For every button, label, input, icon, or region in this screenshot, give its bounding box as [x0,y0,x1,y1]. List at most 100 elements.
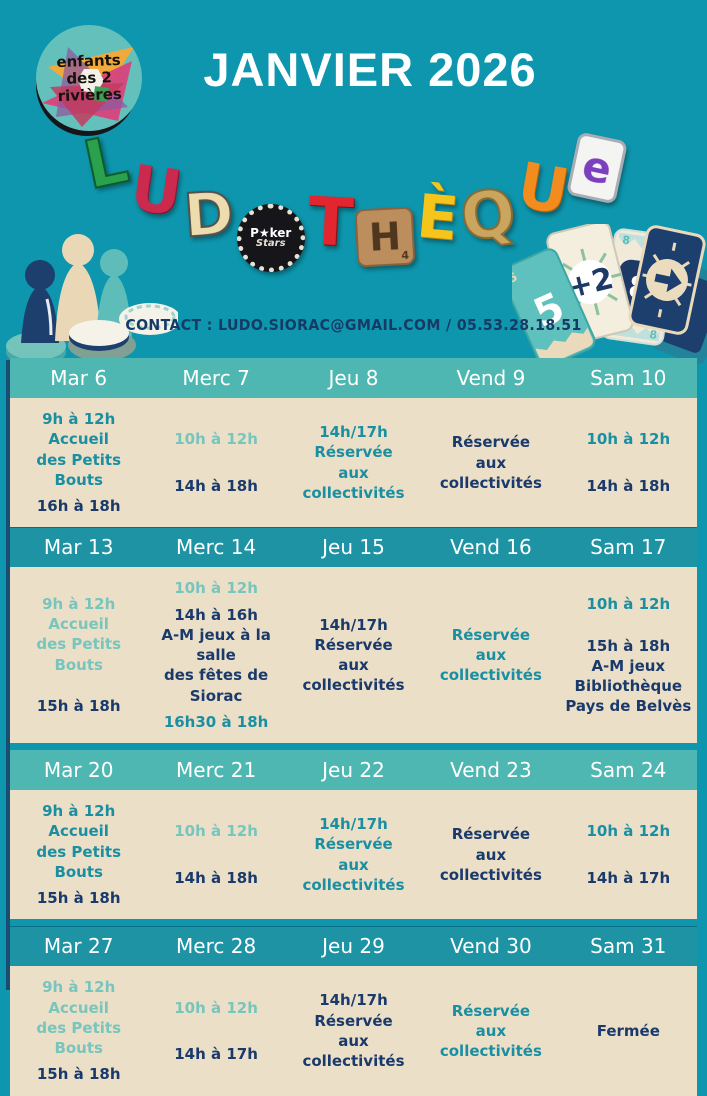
page-title: JANVIER 2026 [203,43,537,96]
schedule-cell-sam-31: Fermée [560,966,697,1095]
day-header-jeu-8: Jeu 8 [328,366,379,390]
day-header-merc-7: Merc 7 [182,366,250,390]
poker-chip-label: P★ker [250,226,292,240]
schedule-entry: 15h à 18h [36,889,121,907]
schedule-cell-vend-23: Réservée aux collectivités [422,790,559,919]
schedule-entry: 14h à 17h [174,1045,258,1063]
schedule-entry: 10h à 12h [174,822,258,841]
calendar-left-edge [6,360,10,990]
schedule-entry: 10h à 12h [174,998,258,1017]
schedule-cell-mar-6: 9h à 12h Accueil des Petits Bouts 16h à 1… [10,398,147,527]
schedule-entry: 9h à 12h Accueil des Petits Bouts [36,594,122,674]
day-header-sam-17: Sam 17 [590,535,667,560]
schedule-cell-sam-24: 10h à 12h 14h à 17h [560,790,697,919]
schedule-entry: 16h à 18h [36,497,121,515]
schedule-cell-mar-27: 9h à 12h Accueil des Petits Bouts 15h à 1… [10,966,147,1095]
day-header-merc-21: Merc 21 [176,758,257,782]
logo-line-3: rivières [57,84,122,105]
schedule-entry: Réservée aux collectivités [439,1001,542,1061]
week-1-header: Mar 6 Merc 7 Jeu 8 Vend 9 Sam 10 [10,358,697,398]
day-header-mar-27: Mar 27 [43,934,114,959]
schedule-entry: Réservée aux collectivités [439,825,542,884]
banner-letter-u: U [125,150,186,231]
game-pawns-illustration [6,234,178,366]
schedule-entry: 15h à 18h [36,697,121,716]
day-header-sam-24: Sam 24 [590,758,667,782]
schedule-cell-vend-30: Réservée aux collectivités [422,966,559,1095]
contact-line: CONTACT : LUDO.SIORAC@GMAIL.COM / 05.53.… [125,316,582,334]
schedule-entry: 9h à 12h Accueil des Petits Bouts [36,978,122,1057]
schedule-entry: 14h/17h Réservée aux collectivités [302,615,405,695]
day-header-vend-9: Vend 9 [456,366,526,390]
playing-cards-illustration: 8 8 8 +2 5 5 [512,224,707,368]
week-4-header: Mar 27 Merc 28 Jeu 29 Vend 30 Sam 31 [10,926,697,967]
schedule-entry: 9h à 12h Accueil des Petits Bouts [36,410,122,489]
day-header-vend-30: Vend 30 [450,934,532,959]
schedule-entry: 15h à 18h A-M jeux Bibliothèque Pays de … [565,636,692,716]
day-header-vend-23: Vend 23 [450,758,532,782]
banner-letter-t: T [305,182,355,263]
schedule-cell-jeu-8: 14h/17h Réservée aux collectivités [285,398,422,527]
schedule-cell-vend-16: Réservée aux collectivités [422,567,559,743]
schedule-entry: 10h à 12h [586,594,671,613]
week-3-content: 9h à 12h Accueil des Petits Bouts 15h à 1… [10,790,697,920]
schedule-entry: 14h à 18h [586,476,671,495]
schedule-entry: 14h à 18h [174,868,258,887]
day-header-mar-6: Mar 6 [50,366,108,390]
day-header-jeu-22: Jeu 22 [322,758,385,782]
banner-letter-d: D [181,177,238,252]
week-3-header: Mar 20 Merc 21 Jeu 22 Vend 23 Sam 24 [10,750,697,790]
day-header-vend-16: Vend 16 [450,535,532,560]
schedule-entry: 10h à 12h [174,430,258,449]
schedule-entry: 10h à 12h [174,579,258,598]
association-logo: enfants des 2 rivières [36,25,142,131]
svg-text:8: 8 [622,233,631,247]
day-header-jeu-15: Jeu 15 [322,535,385,560]
schedule-entry: 10h à 12h [586,430,671,449]
schedule-entry: 14h à 17h [586,868,671,887]
schedule-cell-mar-20: 9h à 12h Accueil des Petits Bouts 15h à 1… [10,790,147,919]
schedule-cell-jeu-22: 14h/17h Réservée aux collectivités [285,790,422,919]
schedule-cell-mar-13: 9h à 12h Accueil des Petits Bouts 15h à 1… [10,567,147,743]
schedule-entry: 9h à 12h Accueil des Petits Bouts [36,802,122,881]
schedule-cell-merc-14: 10h à 12h 14h à 16h A-M jeux à la salle d… [147,567,284,743]
schedule-entry: Réservée aux collectivités [439,625,542,685]
schedule-entry: Réservée aux collectivités [439,433,542,492]
schedule-cell-jeu-15: 14h/17h Réservée aux collectivités [285,567,422,743]
banner-letter-q: Q [455,175,521,258]
week-2-header: Mar 13 Merc 14 Jeu 15 Vend 16 Sam 17 [10,527,697,568]
day-header-mar-13: Mar 13 [43,535,114,560]
day-header-mar-20: Mar 20 [43,758,114,782]
week-2-content: 9h à 12h Accueil des Petits Bouts 15h à 1… [10,567,697,743]
calendar: Mar 6 Merc 7 Jeu 8 Vend 9 Sam 10 9h à 12h Acc… [10,358,697,1096]
schedule-entry: 16h30 à 18h [163,712,269,731]
schedule-cell-merc-21: 10h à 12h 14h à 18h [147,790,284,919]
week-4-content: 9h à 12h Accueil des Petits Bouts 15h à 1… [10,966,697,1096]
schedule-entry: 15h à 18h [36,1065,121,1084]
schedule-entry: 14h à 18h [174,476,258,495]
schedule-cell-merc-7: 10h à 12h 14h à 18h [147,398,284,527]
schedule-cell-sam-10: 10h à 12h 14h à 18h [560,398,697,527]
schedule-entry: Fermée [596,1021,660,1040]
banner-letter-l: L [77,119,136,205]
day-header-merc-14: Merc 14 [176,535,257,560]
banner-letter-u: U [512,148,575,229]
schedule-cell-jeu-29: 14h/17h Réservée aux collectivités [285,966,422,1095]
scrabble-tile-value: 4 [400,248,410,263]
svg-text:5: 5 [512,270,519,286]
schedule-cell-sam-17: 10h à 12h 15h à 18h A-M jeux Bibliothèque… [560,567,697,743]
logo-text: enfants des 2 rivières [56,51,122,105]
schedule-entry: 10h à 12h [586,822,671,841]
logo-triangles-graphic [42,47,134,127]
schedule-entry: 14h/17h Réservée aux collectivités [302,991,405,1071]
banner-letter-e: e [565,131,628,205]
banner-letter-è: È [413,181,461,255]
schedule-entry: 14h/17h Réservée aux collectivités [302,815,405,894]
svg-text:8: 8 [649,328,658,342]
schedule-entry: 14h à 16h A-M jeux à la salle des fêtes … [161,605,271,705]
day-header-sam-10: Sam 10 [590,366,667,390]
week-1-content: 9h à 12h Accueil des Petits Bouts 16h à 1… [10,398,697,528]
day-header-sam-31: Sam 31 [590,934,667,959]
